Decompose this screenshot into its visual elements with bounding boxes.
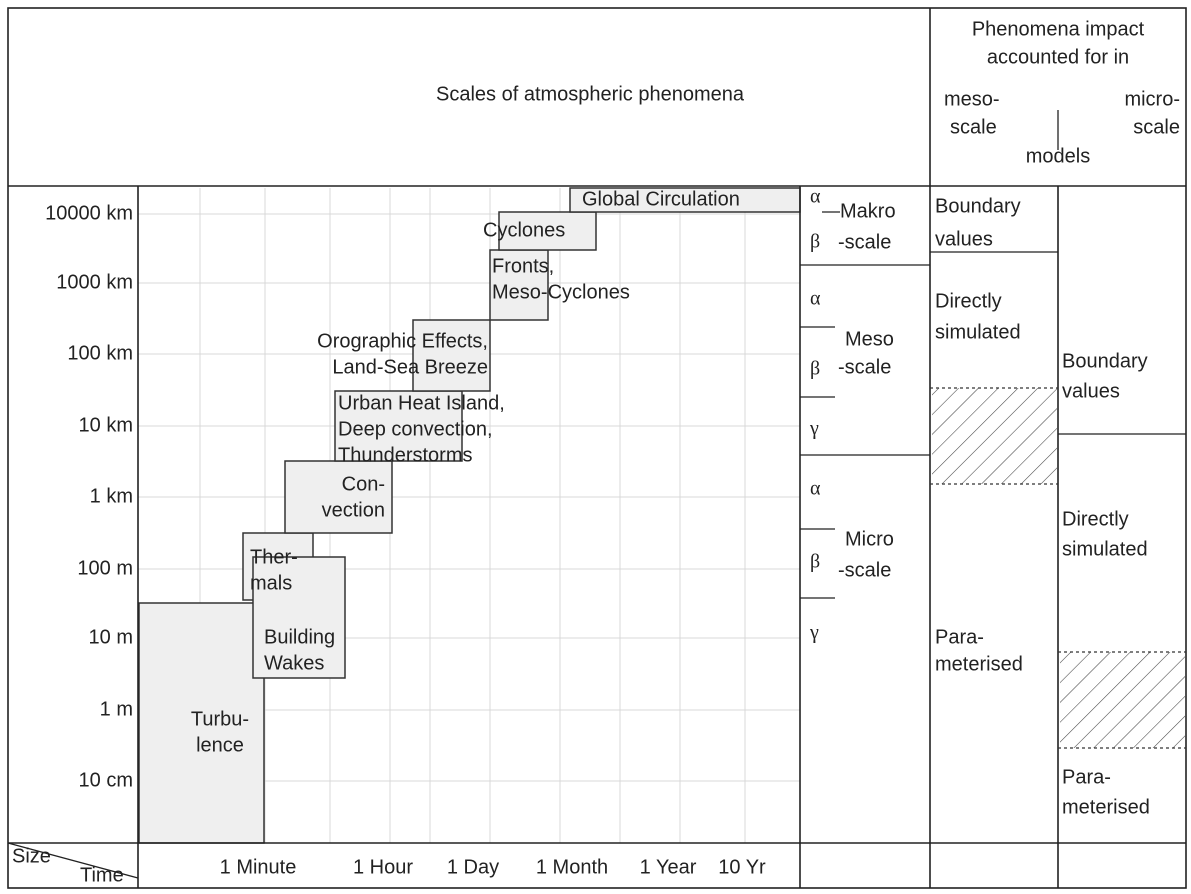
time-label: 10 Yr bbox=[718, 856, 766, 878]
micro-model-label: simulated bbox=[1062, 538, 1148, 560]
micro-model-label: Boundary bbox=[1062, 350, 1148, 372]
size-label: 100 km bbox=[67, 342, 133, 364]
greek-label: β bbox=[810, 551, 820, 573]
meso-model-label: simulated bbox=[935, 321, 1021, 343]
scale-name: -scale bbox=[838, 231, 891, 253]
size-label: 100 m bbox=[77, 557, 133, 579]
meso-model-label: Directly bbox=[935, 290, 1002, 312]
greek-label: α bbox=[810, 478, 821, 500]
impact-header: scale bbox=[1133, 116, 1180, 138]
phenomenon-label: Ther- bbox=[250, 546, 298, 568]
phenomenon-label: Meso-Cyclones bbox=[492, 281, 630, 303]
phenomenon-label: Land-Sea Breeze bbox=[332, 356, 488, 378]
phenomenon-label: Deep convection, bbox=[338, 418, 493, 440]
size-label: 1000 km bbox=[56, 271, 133, 293]
phenomenon-label: Cyclones bbox=[483, 219, 565, 241]
meso-model-label: values bbox=[935, 228, 993, 250]
micro-model-label: values bbox=[1062, 380, 1120, 402]
impact-header: micro- bbox=[1124, 88, 1180, 110]
micro-model-label: Para- bbox=[1062, 766, 1111, 788]
phenomenon-label: Thunderstorms bbox=[338, 444, 473, 466]
time-label: Time bbox=[80, 864, 124, 886]
time-label: 1 Hour bbox=[353, 856, 413, 878]
greek-label: γ bbox=[809, 418, 819, 440]
time-label: 1 Minute bbox=[220, 856, 297, 878]
size-label: 1 km bbox=[90, 485, 133, 507]
time-label: 1 Day bbox=[447, 856, 499, 878]
size-label: Size bbox=[12, 845, 51, 867]
labels: 10000 km 1000 km 100 km 10 km 1 km 100 m 10 m 1… bbox=[45, 186, 1150, 879]
phenomenon-label: Building bbox=[264, 626, 335, 648]
phenomenon-label: Fronts, bbox=[492, 255, 554, 277]
frame bbox=[7, 7, 1187, 889]
scale-name: -scale bbox=[838, 356, 891, 378]
greek-label: γ bbox=[809, 622, 819, 644]
scale-name: Makro bbox=[840, 200, 896, 222]
size-label: 10 km bbox=[79, 414, 133, 436]
meso-model-label: Para- bbox=[935, 626, 984, 648]
phenomenon-label: Global Circulation bbox=[582, 188, 740, 210]
greek-label: β bbox=[810, 231, 820, 253]
phenomena-boxes bbox=[138, 187, 801, 844]
impact-header: accounted for in bbox=[987, 46, 1129, 68]
greek-label: α bbox=[810, 288, 821, 310]
phenomenon-label: Turbu- bbox=[191, 708, 249, 730]
meso-model-label: Boundary bbox=[935, 195, 1021, 217]
phenomenon-label: Con- bbox=[342, 473, 385, 495]
time-label: 1 Year bbox=[640, 856, 697, 878]
phenomenon-box bbox=[252, 556, 346, 679]
size-label: 10 m bbox=[89, 626, 133, 648]
phenomenon-box bbox=[334, 390, 463, 462]
phenomenon-box bbox=[412, 319, 491, 392]
scale-name: Micro bbox=[845, 528, 894, 550]
phenomenon-label: Urban Heat Island, bbox=[338, 392, 505, 414]
greek-label: β bbox=[810, 358, 820, 380]
phenomenon-box bbox=[284, 460, 393, 534]
title: Scales of atmospheric phenomena bbox=[436, 83, 745, 105]
meso-model-label: meterised bbox=[935, 653, 1023, 675]
size-label: 10000 km bbox=[45, 202, 133, 224]
time-label: 1 Month bbox=[536, 856, 608, 878]
phenomenon-box bbox=[489, 249, 549, 321]
phenomenon-label: vection bbox=[322, 499, 385, 521]
phenomenon-label: lence bbox=[196, 734, 244, 756]
scale-name: Meso bbox=[845, 328, 894, 350]
size-label: 1 m bbox=[100, 698, 133, 720]
phenomenon-box bbox=[498, 211, 597, 251]
phenomenon-label: Orographic Effects, bbox=[317, 330, 488, 352]
phenomenon-label: mals bbox=[250, 572, 292, 594]
impact-header: meso- bbox=[944, 88, 1000, 110]
impact-header: scale bbox=[950, 116, 997, 138]
micro-model-label: meterised bbox=[1062, 796, 1150, 818]
micro-model-label: Directly bbox=[1062, 508, 1129, 530]
phenomenon-label: Wakes bbox=[264, 652, 324, 674]
phenomenon-box bbox=[138, 602, 265, 844]
impact-header: models bbox=[1026, 145, 1090, 167]
impact-header: Phenomena impact bbox=[972, 18, 1145, 40]
phenomenon-box bbox=[569, 187, 801, 213]
size-label: 10 cm bbox=[79, 769, 133, 791]
scale-name: -scale bbox=[838, 559, 891, 581]
greek-label: α bbox=[810, 186, 821, 208]
